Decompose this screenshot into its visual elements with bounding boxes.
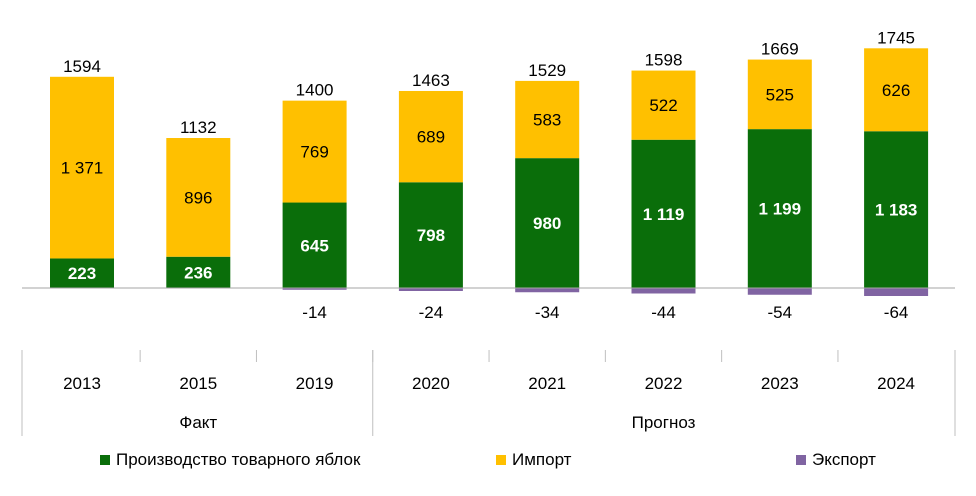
- data-label-total: 1594: [63, 57, 101, 76]
- bar-import: [282, 100, 347, 203]
- data-label-production: 645: [300, 236, 328, 255]
- data-label-import: 583: [533, 111, 561, 130]
- legend-swatch-production: [100, 455, 110, 465]
- data-label-production: 236: [184, 263, 212, 282]
- x-tick-label: 2023: [761, 374, 799, 393]
- bar-export: [398, 288, 463, 291]
- legend-item-export: Экспорт: [796, 450, 876, 470]
- bar-export: [515, 288, 580, 293]
- bar-import: [747, 59, 812, 130]
- data-label-total: 1598: [645, 51, 683, 70]
- bar-production: [515, 158, 580, 288]
- x-tick-label: 2019: [296, 374, 334, 393]
- legend-swatch-export: [796, 455, 806, 465]
- bar-production: [282, 202, 347, 288]
- x-tick-label: 2021: [528, 374, 566, 393]
- legend-swatch-import: [496, 455, 506, 465]
- data-label-production: 1 119: [643, 205, 685, 224]
- bar-import: [864, 48, 929, 132]
- data-label-import: 626: [882, 81, 910, 100]
- bar-export: [631, 288, 696, 294]
- bar-import: [631, 70, 696, 140]
- data-label-total: 1400: [296, 81, 334, 100]
- legend-label-import: Импорт: [512, 450, 572, 469]
- bar-production: [398, 182, 463, 288]
- data-label-total: 1745: [877, 28, 915, 47]
- legend-item-production: Производство товарного яблок: [100, 450, 360, 470]
- data-label-production: 798: [417, 226, 445, 245]
- data-label-export: -24: [419, 303, 444, 322]
- data-label-import: 769: [300, 143, 328, 162]
- bar-production: [50, 258, 114, 288]
- legend-item-import: Импорт: [496, 450, 571, 470]
- legend-label-production: Производство товарного яблок: [116, 450, 361, 469]
- bar-import: [50, 76, 114, 259]
- x-tick-label: 2024: [877, 374, 915, 393]
- data-label-total: 1669: [761, 40, 799, 59]
- bar-export: [282, 288, 347, 290]
- bar-import: [515, 80, 580, 159]
- bar-production: [747, 129, 812, 288]
- bar-export: [864, 288, 929, 296]
- data-label-production: 223: [68, 264, 96, 283]
- bar-production: [864, 131, 929, 288]
- x-tick-label: 2020: [412, 374, 450, 393]
- data-label-production: 1 199: [759, 200, 802, 219]
- bar-import: [398, 90, 463, 183]
- bar-import: [166, 138, 231, 257]
- data-label-export: -14: [302, 303, 327, 322]
- data-label-production: 980: [533, 214, 561, 233]
- bar-production: [631, 139, 696, 288]
- data-label-export: -64: [884, 303, 909, 322]
- data-label-import: 896: [184, 188, 212, 207]
- data-label-total: 1463: [412, 71, 450, 90]
- data-label-import: 689: [417, 128, 445, 147]
- data-label-total: 1132: [180, 118, 217, 137]
- data-label-export: -54: [768, 303, 793, 322]
- data-label-import: 522: [649, 96, 677, 115]
- legend: Производство товарного яблок Импорт Эксп…: [0, 450, 976, 476]
- x-tick-label: 2015: [179, 374, 217, 393]
- data-label-import: 525: [766, 85, 794, 104]
- x-tick-label: 2013: [63, 374, 101, 393]
- data-label-production: 1 183: [875, 201, 918, 220]
- data-label-total: 1529: [528, 61, 566, 80]
- group-label: Факт: [179, 413, 217, 432]
- group-label: Прогноз: [632, 413, 696, 432]
- data-label-export: -44: [651, 303, 676, 322]
- data-label-export: -34: [535, 303, 560, 322]
- x-tick-label: 2022: [645, 374, 683, 393]
- bar-export: [747, 288, 812, 295]
- data-label-import: 1 371: [61, 159, 104, 178]
- legend-label-export: Экспорт: [812, 450, 876, 469]
- chart: 223 1 371 1594 2013 236 896 1132 2015 645 769 1400…: [21, 28, 956, 436]
- bar-production: [166, 256, 231, 288]
